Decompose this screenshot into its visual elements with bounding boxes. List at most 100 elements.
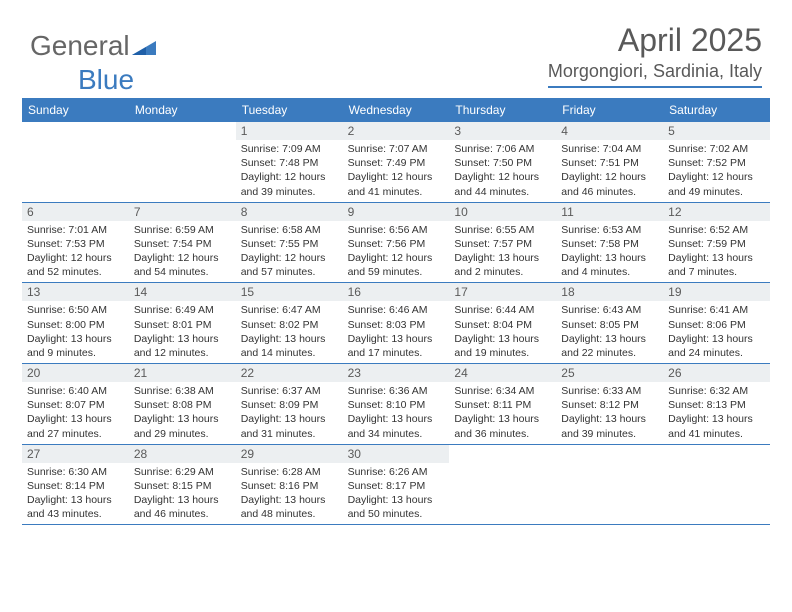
week-row: 20Sunrise: 6:40 AMSunset: 8:07 PMDayligh… — [22, 364, 770, 445]
cell-date-num: 16 — [343, 283, 450, 301]
day-header: Friday — [556, 98, 663, 122]
cell-body: Sunrise: 7:01 AMSunset: 7:53 PMDaylight:… — [22, 221, 129, 283]
cell-body: Sunrise: 6:33 AMSunset: 8:12 PMDaylight:… — [556, 382, 663, 444]
cell-date-num: 23 — [343, 364, 450, 382]
header: GeneralBlue April 2025 Morgongiori, Sard… — [0, 0, 792, 90]
cell-body: Sunrise: 7:02 AMSunset: 7:52 PMDaylight:… — [663, 140, 770, 202]
cell-date-num: 10 — [449, 203, 556, 221]
cell-body: Sunrise: 6:55 AMSunset: 7:57 PMDaylight:… — [449, 221, 556, 283]
calendar-cell: 4Sunrise: 7:04 AMSunset: 7:51 PMDaylight… — [556, 122, 663, 202]
calendar-cell: 21Sunrise: 6:38 AMSunset: 8:08 PMDayligh… — [129, 364, 236, 444]
cell-date-num: 2 — [343, 122, 450, 140]
cell-date-num: 22 — [236, 364, 343, 382]
calendar-cell: 3Sunrise: 7:06 AMSunset: 7:50 PMDaylight… — [449, 122, 556, 202]
cell-body: Sunrise: 6:26 AMSunset: 8:17 PMDaylight:… — [343, 463, 450, 525]
cell-date-num: 14 — [129, 283, 236, 301]
calendar-cell: 20Sunrise: 6:40 AMSunset: 8:07 PMDayligh… — [22, 364, 129, 444]
calendar-cell: 17Sunrise: 6:44 AMSunset: 8:04 PMDayligh… — [449, 283, 556, 363]
cell-date-num: 5 — [663, 122, 770, 140]
calendar-cell: 24Sunrise: 6:34 AMSunset: 8:11 PMDayligh… — [449, 364, 556, 444]
cell-body: Sunrise: 7:07 AMSunset: 7:49 PMDaylight:… — [343, 140, 450, 202]
day-header: Saturday — [663, 98, 770, 122]
calendar-cell: 11Sunrise: 6:53 AMSunset: 7:58 PMDayligh… — [556, 203, 663, 283]
cell-body: Sunrise: 6:28 AMSunset: 8:16 PMDaylight:… — [236, 463, 343, 525]
cell-body: Sunrise: 6:32 AMSunset: 8:13 PMDaylight:… — [663, 382, 770, 444]
calendar-cell: 28Sunrise: 6:29 AMSunset: 8:15 PMDayligh… — [129, 445, 236, 525]
calendar-cell: 22Sunrise: 6:37 AMSunset: 8:09 PMDayligh… — [236, 364, 343, 444]
cell-date-num: 20 — [22, 364, 129, 382]
cell-date-num: 19 — [663, 283, 770, 301]
cell-date-num: 6 — [22, 203, 129, 221]
location-label: Morgongiori, Sardinia, Italy — [548, 61, 762, 88]
cell-body: Sunrise: 6:40 AMSunset: 8:07 PMDaylight:… — [22, 382, 129, 444]
cell-date-num — [556, 445, 663, 463]
week-row: 1Sunrise: 7:09 AMSunset: 7:48 PMDaylight… — [22, 122, 770, 203]
cell-date-num: 24 — [449, 364, 556, 382]
cell-body: Sunrise: 6:56 AMSunset: 7:56 PMDaylight:… — [343, 221, 450, 283]
calendar-cell: 2Sunrise: 7:07 AMSunset: 7:49 PMDaylight… — [343, 122, 450, 202]
cell-body: Sunrise: 6:30 AMSunset: 8:14 PMDaylight:… — [22, 463, 129, 525]
cell-date-num: 21 — [129, 364, 236, 382]
cell-date-num: 13 — [22, 283, 129, 301]
cell-date-num: 18 — [556, 283, 663, 301]
week-row: 6Sunrise: 7:01 AMSunset: 7:53 PMDaylight… — [22, 203, 770, 284]
cell-date-num: 7 — [129, 203, 236, 221]
cell-date-num: 1 — [236, 122, 343, 140]
cell-date-num: 4 — [556, 122, 663, 140]
cell-body: Sunrise: 6:52 AMSunset: 7:59 PMDaylight:… — [663, 221, 770, 283]
calendar-cell: 1Sunrise: 7:09 AMSunset: 7:48 PMDaylight… — [236, 122, 343, 202]
day-header: Tuesday — [236, 98, 343, 122]
cell-body: Sunrise: 6:50 AMSunset: 8:00 PMDaylight:… — [22, 301, 129, 363]
calendar-cell — [556, 445, 663, 525]
calendar-cell — [663, 445, 770, 525]
calendar-cell: 6Sunrise: 7:01 AMSunset: 7:53 PMDaylight… — [22, 203, 129, 283]
cell-date-num: 29 — [236, 445, 343, 463]
cell-date-num: 9 — [343, 203, 450, 221]
cell-date-num: 3 — [449, 122, 556, 140]
cell-body: Sunrise: 6:44 AMSunset: 8:04 PMDaylight:… — [449, 301, 556, 363]
cell-date-num: 28 — [129, 445, 236, 463]
calendar-cell: 7Sunrise: 6:59 AMSunset: 7:54 PMDaylight… — [129, 203, 236, 283]
cell-body: Sunrise: 6:47 AMSunset: 8:02 PMDaylight:… — [236, 301, 343, 363]
cell-date-num: 27 — [22, 445, 129, 463]
logo-text-2: Blue — [78, 64, 134, 95]
day-header: Wednesday — [343, 98, 450, 122]
cell-body: Sunrise: 6:29 AMSunset: 8:15 PMDaylight:… — [129, 463, 236, 525]
calendar-cell: 8Sunrise: 6:58 AMSunset: 7:55 PMDaylight… — [236, 203, 343, 283]
calendar-cell — [449, 445, 556, 525]
calendar-cell: 29Sunrise: 6:28 AMSunset: 8:16 PMDayligh… — [236, 445, 343, 525]
cell-body: Sunrise: 6:49 AMSunset: 8:01 PMDaylight:… — [129, 301, 236, 363]
weeks-container: 1Sunrise: 7:09 AMSunset: 7:48 PMDaylight… — [22, 122, 770, 525]
calendar-cell: 23Sunrise: 6:36 AMSunset: 8:10 PMDayligh… — [343, 364, 450, 444]
day-header: Monday — [129, 98, 236, 122]
calendar-cell: 25Sunrise: 6:33 AMSunset: 8:12 PMDayligh… — [556, 364, 663, 444]
cell-date-num: 11 — [556, 203, 663, 221]
calendar-cell: 10Sunrise: 6:55 AMSunset: 7:57 PMDayligh… — [449, 203, 556, 283]
calendar-cell: 16Sunrise: 6:46 AMSunset: 8:03 PMDayligh… — [343, 283, 450, 363]
cell-date-num: 26 — [663, 364, 770, 382]
cell-date-num: 17 — [449, 283, 556, 301]
cell-body: Sunrise: 7:06 AMSunset: 7:50 PMDaylight:… — [449, 140, 556, 202]
cell-date-num — [129, 122, 236, 140]
day-headers-row: SundayMondayTuesdayWednesdayThursdayFrid… — [22, 98, 770, 122]
calendar-cell: 12Sunrise: 6:52 AMSunset: 7:59 PMDayligh… — [663, 203, 770, 283]
cell-date-num: 25 — [556, 364, 663, 382]
calendar-cell — [22, 122, 129, 202]
cell-date-num — [22, 122, 129, 140]
week-row: 13Sunrise: 6:50 AMSunset: 8:00 PMDayligh… — [22, 283, 770, 364]
calendar-cell: 9Sunrise: 6:56 AMSunset: 7:56 PMDaylight… — [343, 203, 450, 283]
calendar: SundayMondayTuesdayWednesdayThursdayFrid… — [22, 98, 770, 525]
week-row: 27Sunrise: 6:30 AMSunset: 8:14 PMDayligh… — [22, 445, 770, 526]
cell-body: Sunrise: 6:36 AMSunset: 8:10 PMDaylight:… — [343, 382, 450, 444]
calendar-cell: 5Sunrise: 7:02 AMSunset: 7:52 PMDaylight… — [663, 122, 770, 202]
cell-body: Sunrise: 6:59 AMSunset: 7:54 PMDaylight:… — [129, 221, 236, 283]
cell-date-num — [449, 445, 556, 463]
logo: GeneralBlue — [30, 30, 158, 96]
calendar-cell: 14Sunrise: 6:49 AMSunset: 8:01 PMDayligh… — [129, 283, 236, 363]
calendar-cell: 15Sunrise: 6:47 AMSunset: 8:02 PMDayligh… — [236, 283, 343, 363]
cell-body: Sunrise: 6:37 AMSunset: 8:09 PMDaylight:… — [236, 382, 343, 444]
page-title: April 2025 — [548, 22, 762, 59]
title-block: April 2025 Morgongiori, Sardinia, Italy — [548, 22, 762, 88]
cell-body: Sunrise: 7:09 AMSunset: 7:48 PMDaylight:… — [236, 140, 343, 202]
cell-body: Sunrise: 7:04 AMSunset: 7:51 PMDaylight:… — [556, 140, 663, 202]
